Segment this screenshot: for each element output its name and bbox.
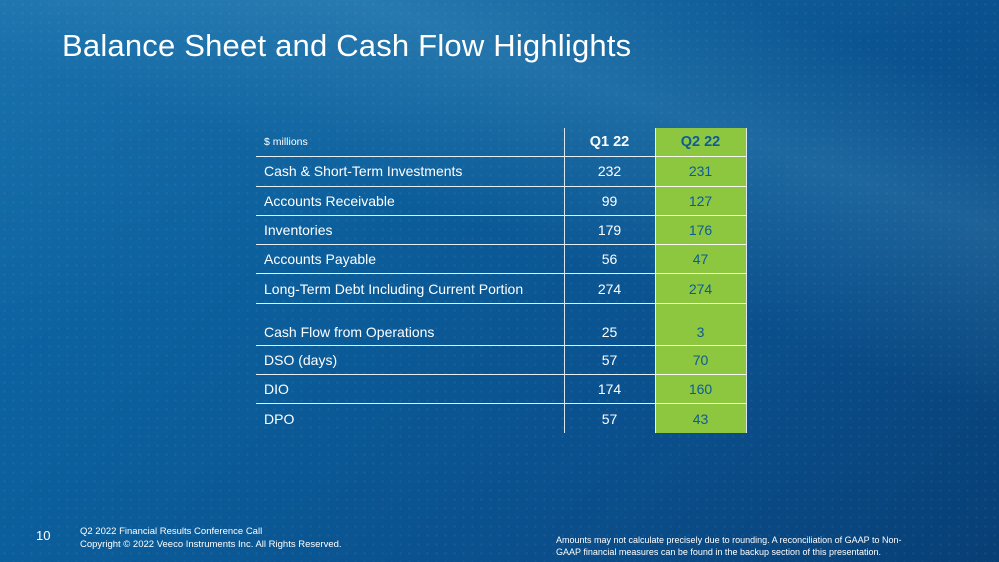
row-label: Inventories <box>256 214 564 245</box>
table-row: Inventories 179 176 <box>256 214 747 245</box>
q1-value: 174 <box>563 374 655 404</box>
unit-label: $ millions <box>264 136 308 149</box>
row-label: DSO (days) <box>256 344 564 375</box>
table-row: DIO 174 160 <box>256 374 747 404</box>
q2-value: 70 <box>654 344 747 375</box>
slide-title: Balance Sheet and Cash Flow Highlights <box>62 28 632 63</box>
disclaimer-line-1: Amounts may not calculate precisely due … <box>556 535 902 545</box>
q1-value: 274 <box>563 273 655 304</box>
q2-value: 176 <box>654 214 747 245</box>
table-row: Cash & Short-Term Investments 232 231 <box>256 156 747 187</box>
q1-value: 56 <box>563 244 655 274</box>
table-row: DSO (days) 57 70 <box>256 344 747 375</box>
table-row: DPO 57 43 <box>256 403 747 433</box>
row-label: Long-Term Debt Including Current Portion <box>256 273 564 304</box>
row-label: Cash Flow from Operations <box>256 302 564 346</box>
row-label: DPO <box>256 403 564 433</box>
table-row: Cash Flow from Operations 25 3 <box>256 302 747 346</box>
q2-value: 127 <box>654 185 747 216</box>
table-row: Long-Term Debt Including Current Portion… <box>256 273 747 304</box>
q2-value: 47 <box>654 244 747 274</box>
q1-value: 179 <box>563 214 655 245</box>
q1-value: 25 <box>563 302 655 346</box>
row-label: Accounts Payable <box>256 244 564 274</box>
q1-value: 99 <box>563 185 655 216</box>
q2-value: 231 <box>654 156 747 187</box>
row-label: Cash & Short-Term Investments <box>256 156 564 187</box>
q1-value: 57 <box>563 403 655 433</box>
column-header-q1: Q1 22 <box>563 128 655 157</box>
financial-highlights-table: $ millions Q1 22 Q2 22 Cash & Short-Term… <box>256 128 747 433</box>
footer-copyright: Copyright © 2022 Veeco Instruments Inc. … <box>80 538 342 550</box>
q2-value: 274 <box>654 273 747 304</box>
footer-left: Q2 2022 Financial Results Conference Cal… <box>80 526 342 551</box>
q2-value: 3 <box>654 302 747 346</box>
table-header-row: $ millions Q1 22 Q2 22 <box>256 128 747 157</box>
column-header-q2: Q2 22 <box>654 128 747 157</box>
footer-event-title: Q2 2022 Financial Results Conference Cal… <box>80 526 263 537</box>
disclaimer-line-2: GAAP financial measures can be found in … <box>556 546 882 557</box>
row-label: DIO <box>256 374 564 404</box>
row-label: Accounts Receivable <box>256 185 564 216</box>
q2-value: 160 <box>654 374 747 404</box>
q2-value: 43 <box>654 403 747 433</box>
q1-value: 57 <box>563 344 655 375</box>
footer-disclaimer: Amounts may not calculate precisely due … <box>556 535 956 558</box>
page-number: 10 <box>36 528 51 543</box>
table-row: Accounts Payable 56 47 <box>256 244 747 274</box>
q1-value: 232 <box>563 156 655 187</box>
table-row: Accounts Receivable 99 127 <box>256 185 747 216</box>
